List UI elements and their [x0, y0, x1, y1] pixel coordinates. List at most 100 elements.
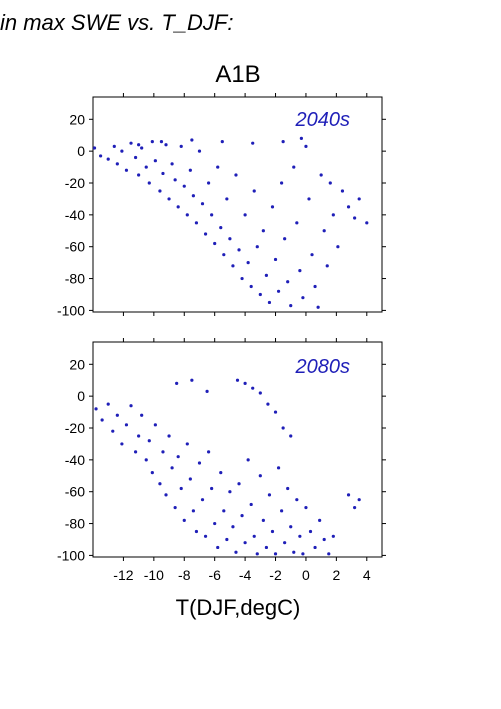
data-point: [213, 241, 217, 246]
data-point: [266, 402, 270, 406]
data-point: [313, 284, 317, 289]
data-point: [304, 144, 308, 148]
data-point: [365, 221, 369, 225]
data-point: [170, 466, 174, 470]
data-point: [188, 477, 192, 481]
data-point: [276, 466, 281, 470]
data-point: [100, 418, 104, 422]
data-point: [240, 513, 244, 518]
data-point: [179, 486, 183, 491]
scatter-panel-2080s: 200-20-40-60-80-100-12 -10 -8 -6 -4 -2 0 2 4: [57, 338, 386, 583]
data-point: [210, 486, 214, 491]
data-point: [191, 509, 195, 513]
data-point: [286, 280, 290, 284]
data-point: [301, 296, 305, 300]
data-point: [173, 506, 177, 510]
data-point: [298, 534, 302, 538]
scatter-panel-2040s: 20 0 -20 -40 -60 -80 -100: [57, 93, 386, 318]
data-point: [267, 300, 272, 305]
data-point: [207, 450, 211, 454]
data-point: [153, 423, 157, 427]
data-point: [243, 381, 247, 386]
y-tick-label: -60: [65, 239, 85, 255]
data-point: [295, 221, 299, 225]
y-tick-label: -100: [57, 302, 85, 318]
data-point: [270, 529, 275, 534]
data-point: [137, 434, 141, 438]
data-point: [235, 378, 240, 382]
data-point: [164, 493, 168, 497]
data-point: [292, 550, 296, 554]
data-point: [222, 253, 226, 257]
x-tick-label: -10: [144, 567, 164, 583]
data-point: [307, 197, 311, 201]
data-point: [225, 197, 229, 201]
data-point: [185, 213, 189, 217]
data-point: [197, 149, 202, 153]
data-point: [261, 229, 265, 233]
data-point: [258, 391, 262, 395]
data-point: [340, 189, 345, 193]
x-tick-label: -12: [113, 567, 133, 583]
data-point: [140, 146, 144, 150]
data-point: [115, 413, 119, 417]
data-point: [289, 434, 293, 438]
data-point: [281, 139, 285, 144]
data-point: [133, 450, 138, 454]
data-point: [205, 389, 209, 393]
y-tick-label: -80: [65, 271, 85, 287]
data-point: [264, 545, 268, 550]
data-point: [159, 139, 164, 144]
data-point: [313, 545, 317, 550]
data-point: [264, 273, 268, 277]
data-point: [99, 154, 103, 158]
data-point: [249, 502, 253, 507]
data-point: [175, 381, 179, 386]
y-tick-label: -80: [65, 516, 85, 532]
data-point: [310, 253, 314, 257]
data-point: [249, 284, 253, 289]
data-point: [251, 386, 255, 390]
data-point: [144, 458, 148, 462]
data-point: [346, 493, 351, 497]
data-point: [219, 225, 223, 230]
data-point: [176, 455, 180, 459]
x-tick-label: -8: [178, 567, 191, 583]
data-point: [353, 216, 357, 220]
data-point: [273, 410, 278, 414]
data-point: [283, 541, 287, 545]
data-point: [173, 178, 177, 182]
y-tick-label: -40: [65, 207, 85, 223]
data-point: [161, 450, 165, 454]
x-axis-label: T(DJF,degC): [176, 595, 301, 620]
data-point: [322, 537, 326, 542]
y-tick-label: -20: [65, 420, 85, 436]
data-point: [112, 144, 116, 148]
data-point: [129, 404, 133, 408]
data-point: [190, 138, 194, 142]
data-point: [188, 168, 192, 172]
data-point: [258, 474, 262, 478]
data-point: [106, 157, 110, 161]
data-point: [228, 237, 232, 241]
data-point: [280, 509, 284, 513]
data-point: [289, 525, 293, 529]
data-point: [167, 197, 171, 201]
data-point: [106, 402, 110, 406]
data-point: [316, 305, 320, 309]
data-point: [94, 407, 98, 411]
data-point: [92, 146, 97, 150]
y-tick-label: -100: [57, 547, 85, 563]
x-tick-label: -4: [239, 567, 252, 583]
data-point: [210, 213, 214, 217]
data-point: [240, 276, 244, 281]
data-point: [234, 550, 238, 554]
data-point: [231, 525, 235, 529]
data-point: [267, 493, 272, 497]
data-point: [270, 205, 275, 209]
y-tick-label: -20: [65, 175, 85, 191]
data-point: [289, 304, 293, 308]
period-label-2040s: 2040s: [295, 109, 351, 131]
data-point: [144, 165, 148, 169]
data-point: [129, 141, 133, 145]
